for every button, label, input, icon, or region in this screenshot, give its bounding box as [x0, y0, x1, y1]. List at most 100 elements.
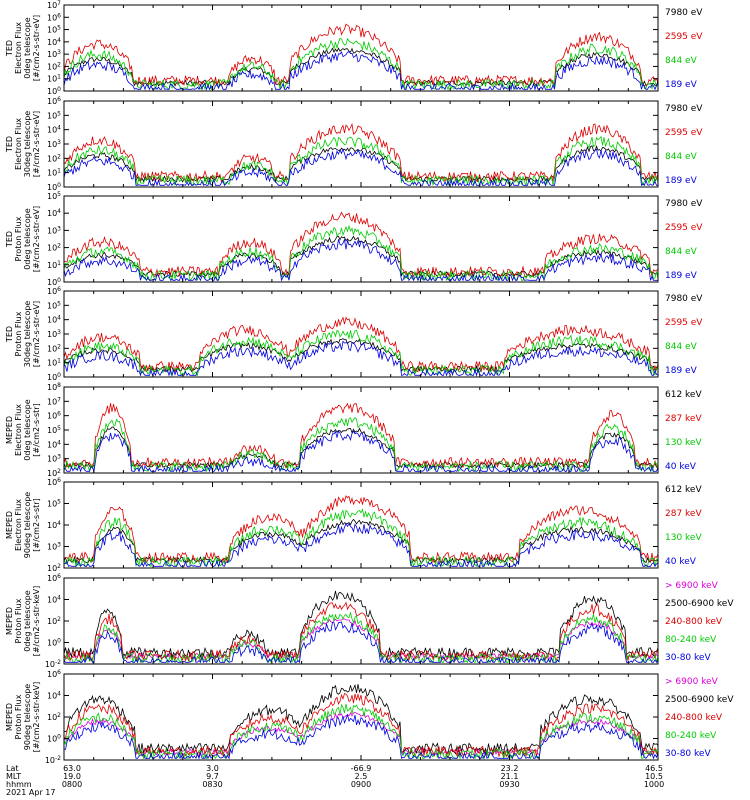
series-line-2	[63, 590, 659, 659]
ytick-label: 104	[47, 208, 61, 218]
series-line-4	[63, 340, 659, 377]
ytick-label: 106	[47, 573, 61, 583]
ylabel-line: [#/cm2-s-str-eV]	[32, 301, 41, 367]
ylabel-line: [#/cm2-s-str-keV]	[32, 682, 41, 753]
ytick-label: 105	[47, 425, 61, 435]
lat-value: 63.0	[63, 764, 81, 773]
legend-entry: 2500-6900 keV	[665, 599, 734, 609]
ylabel-line: Proton Flux	[14, 216, 23, 261]
series-line-3	[63, 135, 659, 187]
legend-entry: 80-240 keV	[665, 731, 717, 741]
ytick-label: 101	[47, 74, 61, 84]
legend-entry: 30-80 keV	[665, 749, 711, 759]
ylabel-line: Proton Flux	[14, 694, 23, 739]
legend-entry: 2595 eV	[665, 128, 703, 138]
ytick-label: 103	[47, 329, 61, 339]
series-line-1	[63, 426, 659, 469]
xaxis-row-label: Lat	[6, 764, 19, 773]
xaxis-row-label: hhmm	[6, 780, 32, 789]
ytick-label: 100	[47, 182, 61, 192]
ytick-label: 100	[47, 277, 61, 287]
ytick-label: 103	[47, 454, 61, 464]
legend-entry: 287 keV	[665, 414, 702, 424]
ylabel-line: [#/cm2-s-str]	[32, 403, 41, 456]
ytick-label: 103	[47, 139, 61, 149]
ytick-label: 100	[47, 86, 61, 96]
series-line-2	[63, 122, 659, 184]
ytick-label: 103	[47, 49, 61, 59]
ytick-label: 103	[47, 225, 61, 235]
ylabel-line: Electron Flux	[14, 404, 23, 456]
legend-entry: 612 keV	[665, 390, 702, 400]
series-line-4	[63, 51, 659, 91]
panel-7: 10-2 100 102 104 106 MEPED Proton Flux 0deg tel…	[5, 573, 734, 669]
legend-entry: 844 eV	[665, 152, 698, 162]
ylabel-line: [#/cm2-s-str-keV]	[32, 586, 41, 657]
legend-entry: 40 keV	[665, 557, 697, 567]
lat-value: 23.2	[501, 764, 519, 773]
series-line-4	[63, 238, 658, 282]
series-line-4	[63, 522, 659, 568]
legend-entry: 2595 eV	[665, 318, 703, 328]
panel-frame	[63, 673, 659, 761]
ytick-label: 105	[47, 110, 61, 120]
ytick-label: 102	[47, 563, 61, 573]
xaxis-row-label: 2021 Apr 17	[6, 788, 55, 797]
ytick-label: 104	[47, 439, 61, 449]
mlt-value: 21.1	[501, 772, 519, 781]
ytick-label: 100	[47, 638, 61, 648]
legend-entry: 130 keV	[665, 438, 702, 448]
ylabel-line: 30deg telescope	[23, 111, 32, 178]
ytick-label: 103	[47, 542, 61, 552]
ylabel-line: TED	[5, 231, 14, 248]
series-line-5	[63, 713, 659, 760]
lat-value: 3.0	[206, 764, 219, 773]
series-line-3	[63, 417, 659, 473]
series-line-3	[63, 601, 659, 663]
ylabel-line: 0deg telescope	[23, 17, 32, 78]
legend-entry: 240-800 keV	[665, 713, 723, 723]
ytick-label: 105	[47, 499, 61, 509]
ylabel-line: MEPED	[5, 511, 14, 539]
legend-entry: 189 eV	[665, 366, 698, 376]
ytick-label: 100	[47, 734, 61, 744]
legend-entry: 240-800 keV	[665, 617, 723, 627]
ytick-label: 104	[47, 125, 61, 135]
ytick-label: 101	[47, 358, 61, 368]
legend-entry: > 6900 keV	[665, 677, 719, 687]
series-line-2	[63, 402, 658, 469]
ylabel-line: TED	[5, 136, 14, 153]
ytick-label: 108	[47, 382, 61, 392]
ylabel-line: Electron Flux	[14, 499, 23, 551]
series-line-2	[63, 683, 659, 755]
time-value: 0930	[499, 780, 519, 789]
legend-entry: 2500-6900 keV	[665, 695, 734, 705]
legend-entry: 189 eV	[665, 176, 698, 186]
ytick-label: 105	[47, 25, 61, 35]
ytick-label: 105	[47, 191, 61, 201]
lat-value: -66.9	[351, 764, 372, 773]
ytick-label: 102	[47, 616, 61, 626]
panel-frame	[63, 195, 659, 283]
series-line-2	[64, 211, 659, 279]
legend-entry: 844 eV	[665, 342, 698, 352]
ytick-label: 107	[47, 396, 61, 406]
ylabel-line: Electron Flux	[14, 118, 23, 170]
ytick-label: 106	[47, 477, 61, 487]
legend-entry: 7980 eV	[665, 294, 703, 304]
legend-entry: 40 keV	[665, 462, 697, 472]
legend-entry: 7980 eV	[665, 104, 703, 114]
panel-2: 100 101 102 103 104 105 106 TED Electron Flux 30d…	[5, 96, 703, 192]
series-line-1	[63, 338, 659, 373]
ytick-label: 102	[47, 712, 61, 722]
legend-entry: 844 eV	[665, 56, 698, 66]
legend-entry: 80-240 keV	[665, 635, 717, 645]
panel-3: 100 101 102 103 104 105 TED Proton Flux 0deg tel…	[5, 191, 703, 287]
ytick-label: 104	[47, 691, 61, 701]
time-value: 0830	[202, 780, 222, 789]
ylabel-line: MEPED	[5, 703, 14, 731]
legend-entry: 7980 eV	[665, 8, 703, 18]
ylabel-line: Proton Flux	[14, 311, 23, 356]
ytick-label: 107	[47, 0, 61, 10]
